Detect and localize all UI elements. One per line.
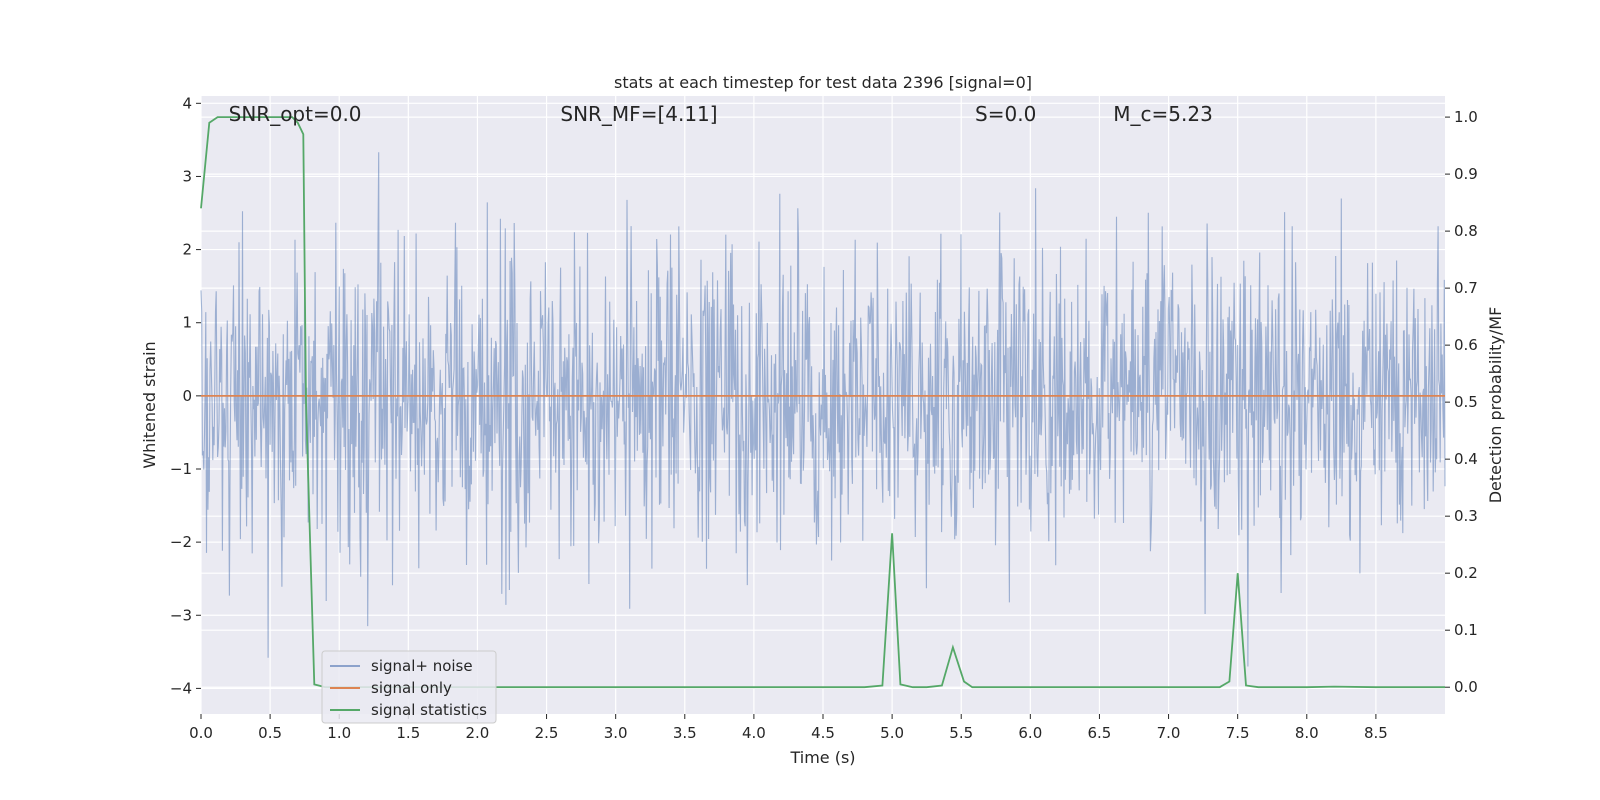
chart-title: stats at each timestep for test data 239…	[614, 73, 1032, 92]
signal-statisticsline	[200, 116, 1445, 689]
x-tick-label: 7.5	[1226, 724, 1250, 742]
y-axis-label: Whitened strain	[140, 341, 159, 468]
x-tick-label: 3.0	[604, 724, 628, 742]
y-tick-label: −4	[170, 679, 192, 697]
x-tick-label: 5.5	[949, 724, 973, 742]
y2-tick-label: 0.9	[1454, 165, 1478, 183]
x-tick-label: 2.0	[466, 724, 490, 742]
x-tick-label: 6.5	[1088, 724, 1112, 742]
x-tick-label: 3.5	[673, 724, 697, 742]
annotation-label: S=0.0	[975, 102, 1036, 126]
y2-tick-label: 0.1	[1454, 621, 1478, 639]
y2-tick-label: 0.5	[1454, 393, 1478, 411]
y2-tick-label: 0.6	[1454, 336, 1478, 354]
y2-tick-label: 0.4	[1454, 450, 1478, 468]
y2-tick-label: 0.0	[1454, 678, 1478, 696]
y2-tick-label: 0.3	[1454, 507, 1478, 525]
x-tick-label: 0.0	[189, 724, 213, 742]
annotation-label: SNR_MF=[4.11]	[560, 102, 717, 126]
x-tick-label: 8.0	[1295, 724, 1319, 742]
annotation-label: SNR_opt=0.0	[229, 102, 362, 126]
y-tick-label: −2	[170, 533, 192, 551]
x-tick-label: 1.0	[327, 724, 351, 742]
y-tick-label: 1	[182, 314, 192, 332]
x-tick-label: 7.0	[1157, 724, 1181, 742]
legend-label: signal statistics	[371, 701, 487, 719]
x-tick-label: 1.5	[396, 724, 420, 742]
x-tick-label: 0.5	[258, 724, 282, 742]
y2-tick-label: 0.2	[1454, 564, 1478, 582]
legend: signal+ noise signal only signal statistic…	[321, 650, 497, 724]
x-tick-label: 4.5	[811, 724, 835, 742]
x-axis-label: Time (s)	[789, 748, 855, 767]
y-tick-label: 0	[182, 387, 192, 405]
line-series	[200, 116, 1445, 689]
x-tick-label: 2.5	[535, 724, 559, 742]
x-tick-label: 6.0	[1018, 724, 1042, 742]
y2-tick-label: 0.7	[1454, 279, 1478, 297]
y-tick-label: 3	[182, 167, 192, 185]
y2-tick-label: 1.0	[1454, 108, 1478, 126]
annotations: SNR_opt=0.0 SNR_MF=[4.11] S=0.0 M_c=5.23	[229, 102, 1213, 126]
y-tick-label: −1	[170, 460, 192, 478]
y2-tick-label: 0.8	[1454, 222, 1478, 240]
y-tick-label: 4	[182, 94, 192, 112]
x-tick-label: 4.0	[742, 724, 766, 742]
axes: 0.0 0.5 1.0 1.5 2.0 2.5 3.0 3.5 4.0 4.5 5.0 5.5 6.0 6…	[170, 94, 1478, 742]
y2-axis-label: Detection probability/MF	[1486, 307, 1505, 504]
x-tick-label: 8.5	[1364, 724, 1388, 742]
x-tick-label: 5.0	[880, 724, 904, 742]
legend-box	[321, 650, 497, 724]
y-tick-label: 2	[182, 241, 192, 259]
legend-label: signal only	[371, 679, 452, 697]
annotation-label: M_c=5.23	[1113, 102, 1213, 126]
y-tick-label: −3	[170, 606, 192, 624]
legend-label: signal+ noise	[371, 657, 473, 675]
